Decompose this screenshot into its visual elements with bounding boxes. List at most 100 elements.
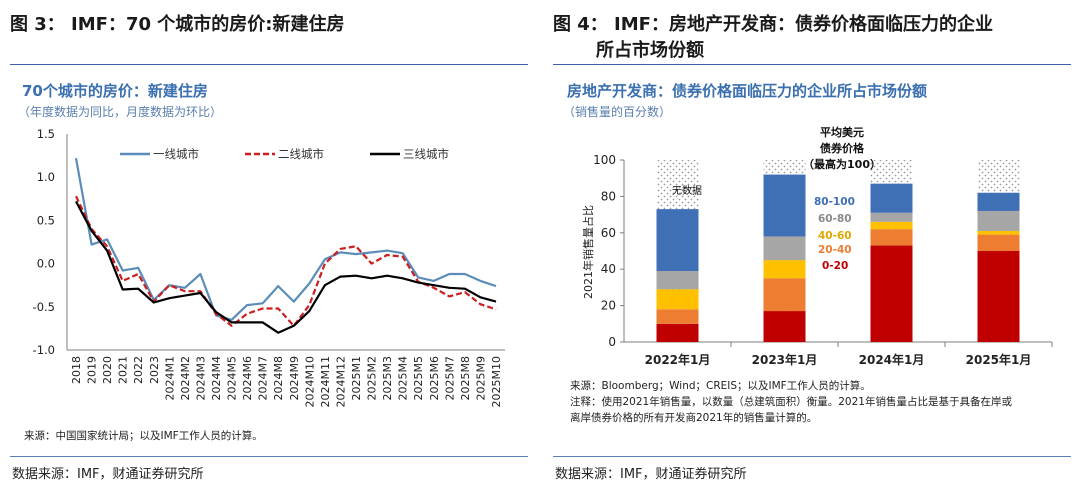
legend-label-tier2: 二线城市 [278,147,324,161]
x-tick-label: 2024M2 [179,356,192,400]
legend-bin-40-60: 40-60 [818,230,852,242]
x-tick-label: 2025M4 [397,356,410,400]
legend-title-line1: 平均美元 [820,125,864,139]
x-tick-label: 2023 [148,356,161,384]
y-tick-label: 0 [608,335,616,349]
y-tick-label: 40 [601,262,616,276]
y-tick-label: 60 [601,226,616,240]
x-tick-label: 2025M2 [366,356,379,400]
bar-chart: 100 80 60 40 20 0 2022年1月 2023年1月 2024年1月 2025年1… [581,125,1053,367]
left-footer: 数据来源：IMF，财通证券研究所 [12,467,204,482]
y-tick-label: 1.5 [37,127,55,141]
bar-segment-0-20 [977,251,1020,342]
right-figure-title-line2: 所占市场份额 [596,40,704,61]
bar-segment-20-40 [977,234,1020,251]
right-title-rule [553,64,1071,65]
y-tick-label: 0.5 [37,213,55,227]
x-tick-label: 2024M3 [194,356,207,400]
bar-segment-60-80 [763,236,806,261]
bar-segment-60-80 [656,271,699,290]
series-line-tier2 [75,195,497,327]
no-data-label: 无数据 [672,184,702,197]
bar-y-axis-label: 2021年销售量占比 [581,205,595,299]
y-tick-label: 1.0 [37,170,55,184]
right-figure-title-line1: 图 4： IMF：房地产开发商：债券价格面临压力的企业 [553,14,993,35]
bar-segment-80-100 [977,192,1020,211]
line-chart-subtitle: （年度数据为同比，月度数据为环比） [18,105,223,119]
bar-segment-20-40 [763,278,806,312]
x-tick-label: 2024M7 [257,356,270,400]
legend-label-tier1: 一线城市 [153,147,199,161]
x-tick-label: 2025M9 [474,356,487,400]
series-line-tier1 [74,158,497,321]
legend-title-line2: 债券价格 [820,141,865,155]
bar-segment-0-20 [763,311,806,342]
bar-segment-40-60 [656,289,699,310]
x-tick-label: 2025M1 [350,356,363,400]
x-tick-label: 2025M10 [490,356,503,407]
x-tick-label: 2024M6 [241,356,254,400]
y-tick-label: -1.0 [33,343,55,357]
legend-label-tier3: 三线城市 [403,147,449,161]
left-footer-rule [10,456,528,457]
x-tick-label: 2023年1月 [752,352,818,367]
y-tick-label: 20 [601,299,616,313]
series-line-tier3 [75,200,497,334]
x-tick-label: 2025M7 [443,356,456,400]
x-tick-label: 2024M11 [319,356,332,407]
right-source-note-1: 来源：Bloomberg；Wind；CREIS；以及IMF工作人员的计算。 [570,380,871,392]
line-chart: 1.51.00.50.0-0.5-1.0 2018 2019 2020 2021 202… [33,127,505,407]
bar-chart-subtitle: （销售量的百分数） [563,105,672,119]
bar-segment-0-20 [656,323,699,342]
line-chart-title: 70个城市的房价：新建住房 [22,82,208,100]
bar-segment-80-100 [656,209,699,272]
legend-bin-20-40: 20-40 [818,244,852,256]
right-figure-title: 图 4： IMF：房地产开发商：债券价格面临压力的企业 所占市场份额 [553,12,993,64]
left-title-rule [10,64,528,65]
legend-title-line3: （最高为100） [803,157,881,171]
bar-segment-40-60 [870,221,913,230]
x-tick-label: 2024M12 [334,356,347,407]
right-footer-rule [553,456,1071,457]
bar-segment-60-80 [977,210,1020,231]
x-tick-label: 2024M8 [272,356,285,400]
right-footer: 数据来源：IMF，财通证券研究所 [555,467,747,482]
legend-bin-60-80: 60-80 [818,213,852,225]
x-tick-label: 2020 [101,356,114,384]
bar-segment-40-60 [763,260,806,279]
bar-chart-title: 房地产开发商：债券价格面临压力的企业所占市场份额 [567,82,928,100]
y-tick-label: 80 [601,189,616,203]
bar-segment-0-20 [870,245,913,342]
x-tick-label: 2024年1月 [859,352,925,367]
right-source-note-3: 离岸债券价格的所有开发商2021年的销售量计算的。 [570,412,818,424]
x-tick-label: 2018 [70,356,83,384]
left-figure-title: 图 3： IMF：70 个城市的房价:新建住房 [10,14,345,35]
x-tick-label: 2019 [86,356,99,384]
bar-segment-60-80 [870,212,913,222]
x-tick-label: 2024M4 [210,356,223,400]
x-tick-label: 2024M9 [288,356,301,400]
x-tick-label: 2024M1 [163,356,176,400]
y-tick-label: 0.0 [37,257,55,271]
legend-bin-80-100: 80-100 [814,196,855,208]
y-tick-label: -0.5 [33,300,55,314]
bar-segment-40-60 [977,230,1020,235]
bar-segment-80-100 [870,183,913,213]
left-source-note: 来源：中国国家统计局；以及IMF工作人员的计算。 [24,430,263,442]
x-tick-label: 2024M5 [226,356,239,400]
y-tick-label: 100 [593,153,616,167]
x-tick-label: 2022 [132,356,145,384]
x-tick-label: 2025M8 [459,356,472,400]
x-tick-label: 2024M10 [303,356,316,407]
right-source-note-2: 注释：使用2021年销售量，以数量（总建筑面积）衡量。2021年销售量占比是基于… [570,396,1012,408]
bar-segment-20-40 [656,309,699,324]
legend-bin-0-20: 0-20 [822,260,848,272]
x-tick-label: 2025M6 [428,356,441,400]
x-tick-label: 2022年1月 [645,352,711,367]
x-tick-label: 2025M5 [412,356,425,400]
bar-segment-20-40 [870,229,913,246]
x-tick-label: 2025年1月 [966,352,1032,367]
x-tick-label: 2021 [117,356,130,384]
bar-segment-80-100 [763,174,806,237]
x-tick-label: 2025M3 [381,356,394,400]
